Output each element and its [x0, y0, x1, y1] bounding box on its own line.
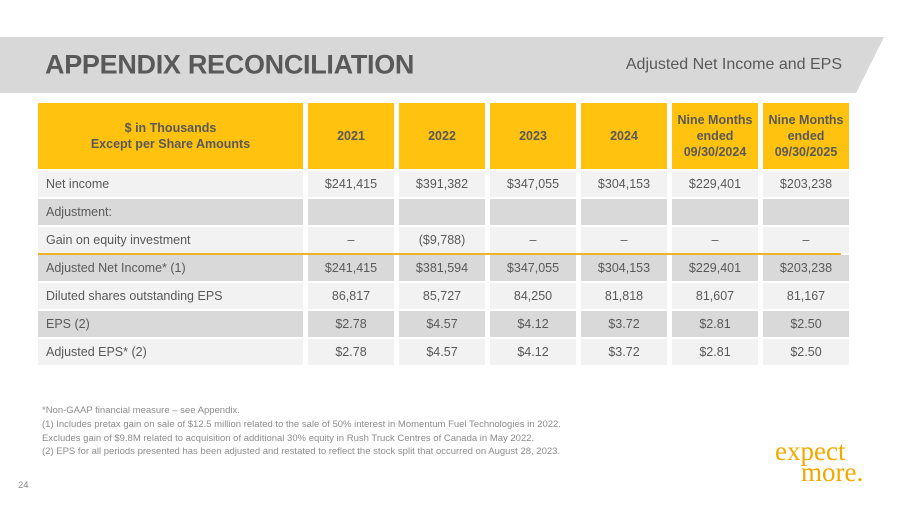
table-row: Adjusted Net Income* (1) $241,415 $381,5… [38, 255, 849, 281]
cell-value: $2.81 [672, 339, 758, 365]
footnote-non-gaap: *Non-GAAP financial measure – see Append… [42, 405, 240, 416]
cell-value: $304,153 [581, 255, 667, 281]
table-row: Gain on equity investment – ($9,788) – –… [38, 227, 849, 253]
expect-more-logo: expect more. [775, 436, 864, 487]
header-banner: APPENDIX RECONCILIATION Adjusted Net Inc… [0, 37, 884, 93]
table-header-2021: 2021 [308, 103, 394, 169]
table-row: Adjustment: [38, 199, 849, 225]
table-header-corner: $ in Thousands Except per Share Amounts [38, 103, 303, 169]
cell-value [672, 199, 758, 225]
row-label: Gain on equity investment [38, 227, 303, 253]
table-header-nine-months-2025: Nine Months ended 09/30/2025 [763, 103, 849, 169]
cell-value: $2.78 [308, 311, 394, 337]
table-row: EPS (2) $2.78 $4.57 $4.12 $3.72 $2.81 $2… [38, 311, 849, 337]
table-header-2024: 2024 [581, 103, 667, 169]
cell-value [581, 199, 667, 225]
cell-value: $3.72 [581, 339, 667, 365]
footnote-1-continued: Excludes gain of $9.8M related to acquis… [42, 432, 535, 444]
data-table: $ in Thousands Except per Share Amounts … [33, 101, 854, 367]
cell-value: $203,238 [763, 255, 849, 281]
cell-value: $2.50 [763, 339, 849, 365]
cell-value: $347,055 [490, 255, 576, 281]
cell-value: – [490, 227, 576, 253]
footnotes: *Non-GAAP financial measure – see Append… [42, 404, 561, 459]
cell-value: $241,415 [308, 171, 394, 197]
cell-value: $229,401 [672, 171, 758, 197]
cell-value: $4.57 [399, 311, 485, 337]
logo-line-2: more. [801, 457, 864, 487]
cell-value [763, 199, 849, 225]
cell-value: – [672, 227, 758, 253]
cell-value: $391,382 [399, 171, 485, 197]
page-number: 24 [18, 480, 29, 491]
cell-value: 85,727 [399, 283, 485, 309]
cell-value: $229,401 [672, 255, 758, 281]
cell-value: $241,415 [308, 255, 394, 281]
table-header-nine-months-2024: Nine Months ended 09/30/2024 [672, 103, 758, 169]
cell-value [308, 199, 394, 225]
cell-value: $2.78 [308, 339, 394, 365]
footnote-2: (2) EPS for all periods presented has be… [42, 446, 561, 458]
accent-divider [38, 253, 841, 255]
row-label: Adjusted Net Income* (1) [38, 255, 303, 281]
row-label: Net income [38, 171, 303, 197]
cell-value: 84,250 [490, 283, 576, 309]
page-title: APPENDIX RECONCILIATION [45, 49, 415, 80]
reconciliation-table: $ in Thousands Except per Share Amounts … [33, 101, 854, 367]
table-header-2023: 2023 [490, 103, 576, 169]
cell-value: – [763, 227, 849, 253]
table-row: Net income $241,415 $391,382 $347,055 $3… [38, 171, 849, 197]
cell-value: – [308, 227, 394, 253]
cell-value: 86,817 [308, 283, 394, 309]
cell-value [490, 199, 576, 225]
cell-value: $2.81 [672, 311, 758, 337]
cell-value: $4.12 [490, 311, 576, 337]
cell-value [399, 199, 485, 225]
table-header-2022: 2022 [399, 103, 485, 169]
row-label: EPS (2) [38, 311, 303, 337]
cell-value: $304,153 [581, 171, 667, 197]
cell-value: ($9,788) [399, 227, 485, 253]
cell-value: 81,167 [763, 283, 849, 309]
table-header-row: $ in Thousands Except per Share Amounts … [38, 103, 849, 169]
cell-value: $347,055 [490, 171, 576, 197]
cell-value: $4.57 [399, 339, 485, 365]
table-row: Adjusted EPS* (2) $2.78 $4.57 $4.12 $3.7… [38, 339, 849, 365]
logo-line-1: expect [775, 436, 846, 466]
row-label: Adjustment: [38, 199, 303, 225]
cell-value: $203,238 [763, 171, 849, 197]
cell-value: 81,818 [581, 283, 667, 309]
cell-value: – [581, 227, 667, 253]
page-subtitle: Adjusted Net Income and EPS [625, 56, 842, 73]
cell-value: $3.72 [581, 311, 667, 337]
cell-value: $4.12 [490, 339, 576, 365]
cell-value: $381,594 [399, 255, 485, 281]
footnote-1: (1) Includes pretax gain on sale of $12.… [42, 418, 561, 430]
row-label: Diluted shares outstanding EPS [38, 283, 303, 309]
row-label: Adjusted EPS* (2) [38, 339, 303, 365]
table-row: Diluted shares outstanding EPS 86,817 85… [38, 283, 849, 309]
cell-value: $2.50 [763, 311, 849, 337]
cell-value: 81,607 [672, 283, 758, 309]
